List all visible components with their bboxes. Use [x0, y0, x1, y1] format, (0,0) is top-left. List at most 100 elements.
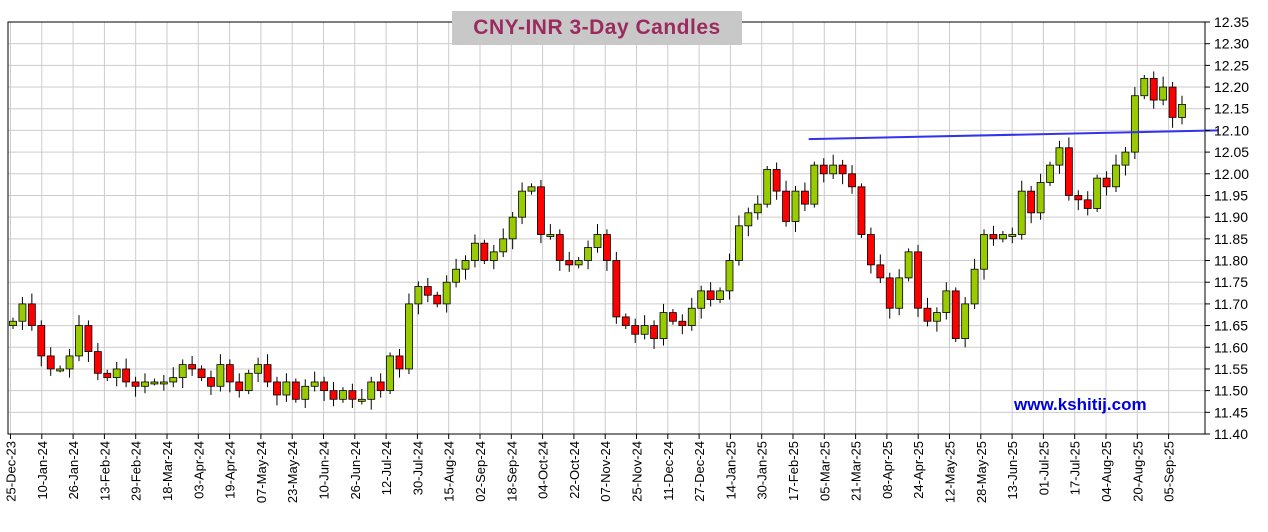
x-tick-label: 17-Jul-25: [1068, 441, 1083, 495]
candle-up: [970, 268, 979, 305]
candle-up: [1036, 182, 1045, 214]
candle-down: [131, 381, 140, 387]
x-tick-label: 08-Apr-25: [880, 441, 895, 499]
y-tick-label: 12.00: [1214, 166, 1249, 182]
x-tick-label: 13-Feb-24: [97, 441, 112, 501]
candle-down: [84, 325, 93, 353]
trendline-layer: [808, 129, 1219, 141]
candle-down: [225, 364, 234, 383]
candle-up: [980, 234, 988, 270]
x-tick-label: 07-May-24: [254, 441, 269, 503]
candle-up: [1178, 104, 1186, 118]
y-tick-label: 12.30: [1214, 36, 1249, 52]
candle-down: [433, 294, 442, 305]
y-tick-label: 11.65: [1214, 318, 1248, 334]
candle-up: [829, 164, 838, 175]
candle-down: [27, 303, 36, 326]
x-tick-label: 30-Jul-24: [410, 441, 425, 495]
x-tick-label: 10-Jun-24: [317, 441, 332, 500]
candle-up: [659, 312, 668, 339]
candle-up: [169, 377, 178, 383]
x-tick-label: 12-Jul-24: [379, 441, 394, 495]
x-tick-label: 25-Dec-23: [4, 441, 19, 502]
candle-up: [546, 234, 555, 237]
candle-up: [584, 247, 592, 261]
y-tick-label: 11.55: [1214, 361, 1248, 377]
candle-up: [763, 169, 772, 205]
x-tick-label: 21-Mar-25: [849, 441, 864, 501]
y-tick-label: 12.15: [1214, 101, 1249, 117]
candle-down: [235, 381, 244, 392]
y-tick-label: 12.05: [1214, 144, 1249, 160]
candle-up: [461, 260, 470, 270]
candle-up: [357, 398, 366, 402]
candle-down: [37, 325, 46, 357]
candle-up: [687, 307, 696, 326]
candle-up: [386, 355, 394, 392]
candle-down: [395, 355, 404, 370]
y-tick-label: 11.85: [1214, 231, 1248, 247]
candle-up: [1140, 77, 1149, 97]
candle-down: [838, 164, 847, 175]
candle-up: [310, 381, 319, 387]
candle-down: [857, 186, 866, 235]
x-tick-label: 04-Aug-25: [1099, 441, 1114, 502]
candle-up: [744, 212, 753, 227]
candle-up: [716, 290, 724, 300]
candle-up: [1093, 177, 1102, 209]
candle-up: [254, 364, 263, 374]
candle-up: [998, 234, 1007, 240]
candle-up: [18, 303, 27, 322]
candle-up: [932, 312, 941, 322]
watermark-link[interactable]: www.kshitij.com: [1014, 395, 1147, 414]
candle-down: [1027, 190, 1036, 214]
candle-up: [810, 164, 819, 205]
x-tick-label: 12-May-25: [943, 441, 958, 503]
candle-down: [376, 381, 385, 392]
candle-down: [1168, 86, 1177, 118]
x-tick-label: 17-Feb-25: [786, 441, 801, 501]
x-tick-label: 22-Oct-24: [567, 441, 582, 499]
candle-down: [329, 390, 338, 400]
candle-down: [46, 355, 55, 370]
candle-down: [866, 234, 875, 266]
y-tick-label: 11.40: [1214, 426, 1248, 442]
x-tick-label: 03-Apr-24: [191, 441, 206, 499]
candle-up: [301, 385, 310, 400]
x-tick-label: 26-Jan-24: [66, 441, 81, 500]
candle-down: [197, 368, 206, 379]
candle-up: [725, 260, 734, 292]
y-tick-label: 12.20: [1214, 79, 1249, 95]
candle-down: [291, 381, 300, 400]
candle-down: [706, 290, 715, 300]
y-tick-label: 11.70: [1214, 296, 1248, 312]
x-tick-label: 01-Jul-25: [1036, 441, 1051, 495]
y-tick-label: 11.75: [1214, 274, 1248, 290]
candle-up: [489, 251, 498, 261]
candle-up: [244, 372, 253, 392]
x-tick-label: 28-May-25: [974, 441, 989, 503]
candle-up: [735, 225, 743, 261]
candle-down: [923, 307, 932, 322]
candle-up: [518, 190, 526, 218]
candle-down: [678, 320, 687, 326]
candle-up: [150, 381, 159, 385]
candle-up: [791, 190, 800, 222]
candle-up: [1046, 164, 1054, 183]
candle-up: [942, 290, 951, 313]
candle-up: [339, 390, 347, 400]
x-tick-label: 02-Sep-24: [473, 441, 488, 502]
candle-down: [320, 381, 329, 392]
y-tick-label: 11.60: [1214, 339, 1248, 355]
x-tick-label: 20-Aug-25: [1130, 441, 1145, 502]
trendline: [808, 129, 1219, 141]
candle-up: [1008, 234, 1017, 237]
candle-down: [876, 264, 885, 279]
candle-up: [65, 355, 74, 370]
x-tick-label: 13-Jun-25: [1005, 441, 1020, 500]
candle-up: [367, 381, 376, 400]
candle-up: [527, 186, 536, 192]
y-tick-label: 11.80: [1214, 253, 1248, 269]
x-tick-label: 15-Aug-24: [442, 441, 457, 502]
